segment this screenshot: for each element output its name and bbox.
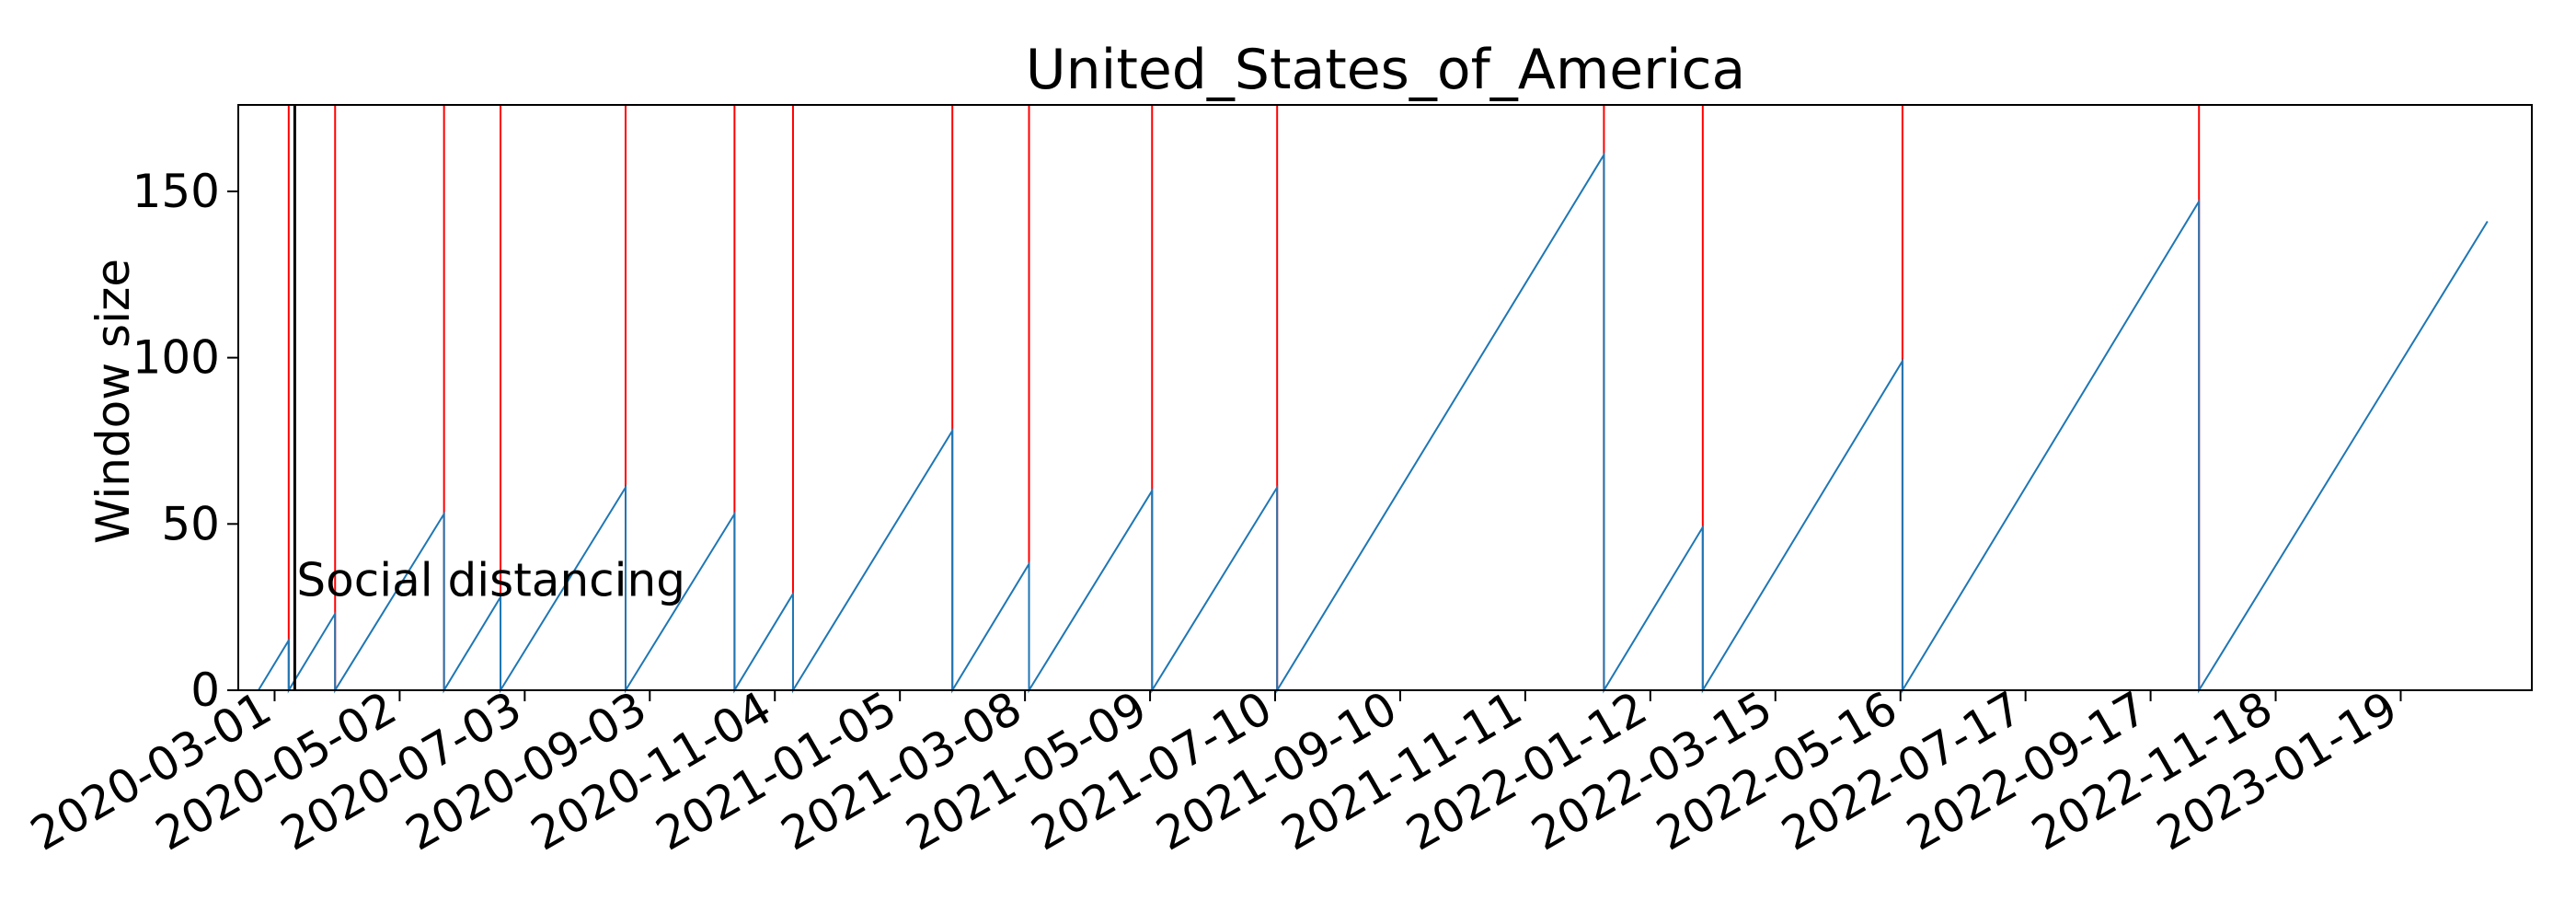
y-tick-label: 100	[132, 331, 220, 385]
plot-area: Social distancing0501001502020-03-012020…	[22, 104, 2533, 861]
y-axis-label: Window size	[86, 259, 140, 544]
y-tick-label: 0	[190, 664, 220, 717]
y-tick-label: 50	[161, 497, 220, 550]
window-size-line	[258, 151, 2489, 694]
y-tick-label: 150	[132, 165, 220, 218]
plot-frame	[237, 104, 2533, 691]
annotation-label: Social distancing	[296, 554, 685, 607]
chart-title: United_States_of_America	[1026, 38, 1746, 102]
